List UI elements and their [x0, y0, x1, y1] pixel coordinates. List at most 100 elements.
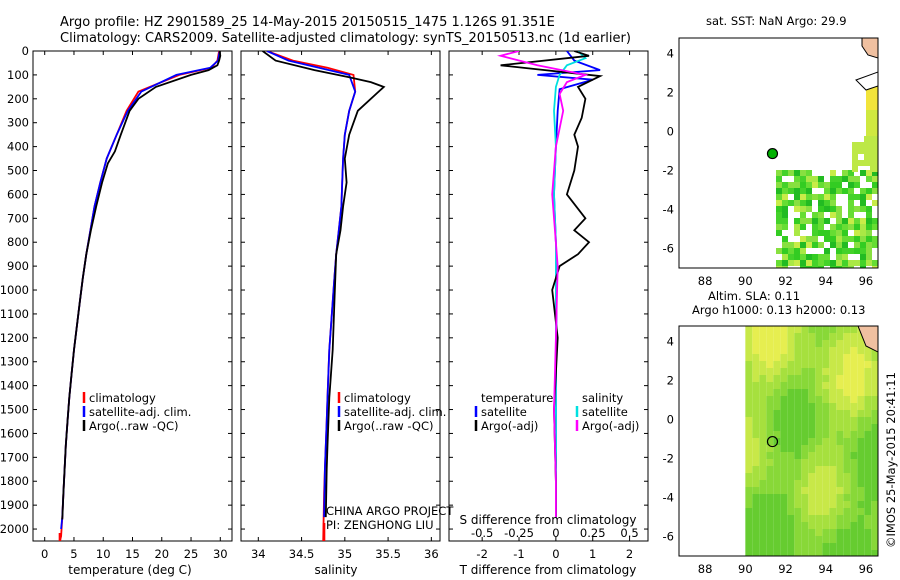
sla-cell [871, 515, 878, 522]
sst-cell [848, 224, 854, 230]
sla-title-2: Argo h1000: 0.13 h2000: 0.13 [692, 303, 865, 317]
sla-cell [766, 431, 774, 438]
sla-cell [822, 431, 830, 438]
x-tick-label: 35 [338, 547, 353, 561]
sst-cell [870, 136, 876, 142]
sla-cell [745, 361, 753, 368]
sla-cell [850, 368, 858, 375]
sst-cell [836, 218, 842, 224]
sst-cell [836, 224, 842, 230]
sst-cell [842, 248, 848, 254]
sla-cell [766, 473, 774, 480]
sla-cell [871, 536, 878, 543]
sla-cell [843, 382, 851, 389]
sla-cell [808, 368, 816, 375]
sla-cell [843, 508, 851, 515]
sla-cell [766, 333, 774, 340]
sla-cell [829, 529, 837, 536]
sla-cell [836, 473, 844, 480]
sla-cell [801, 424, 809, 431]
sst-cell [782, 188, 788, 194]
sla-cell [780, 501, 788, 508]
sla-cell [843, 410, 851, 417]
sst-cell [876, 142, 878, 148]
sla-cell [794, 431, 802, 438]
sla-cell [759, 361, 767, 368]
sla-cell [794, 515, 802, 522]
sla-cell [829, 466, 837, 473]
sst-cell [852, 160, 858, 166]
sla-cell [815, 326, 823, 333]
sla-cell [829, 543, 837, 550]
sla-cell [745, 368, 753, 375]
sla-cell [745, 501, 753, 508]
sla-cell [780, 347, 788, 354]
sst-cell [872, 170, 878, 176]
sst-cell [818, 212, 824, 218]
sla-cell [808, 550, 816, 556]
sla-cell [836, 410, 844, 417]
sst-cell [876, 136, 878, 142]
sla-cell [871, 508, 878, 515]
sst-cell [782, 218, 788, 224]
y-tick-label: 600 [7, 187, 29, 201]
sla-cell [829, 445, 837, 452]
sla-cell [801, 403, 809, 410]
sla-cell [857, 424, 865, 431]
sst-cell [800, 188, 806, 194]
sla-cell [829, 501, 837, 508]
sst-cell [794, 206, 800, 212]
sla-cell [808, 396, 816, 403]
y-tick-label: 1300 [0, 355, 29, 369]
sst-cell [866, 122, 878, 128]
sla-cell [836, 536, 844, 543]
sst-cell [860, 218, 866, 224]
sla-cell [752, 375, 760, 382]
sla-cell [850, 389, 858, 396]
sla-cell [815, 375, 823, 382]
sla-cell [801, 333, 809, 340]
sla-cell [864, 382, 872, 389]
sla-cell [850, 438, 858, 445]
sst-cell [800, 170, 806, 176]
sla-cell [794, 522, 802, 529]
sla-cell [801, 473, 809, 480]
s-diff-tick-label: 0 [552, 526, 559, 540]
sla-cell [815, 368, 823, 375]
sst-cell [818, 200, 824, 206]
sla-cell [808, 473, 816, 480]
sla-cell [836, 522, 844, 529]
sst-cell [866, 260, 872, 266]
sst-cell [852, 154, 858, 160]
difference-lines [497, 51, 604, 518]
sla-map-axes [678, 325, 879, 557]
sla-cell [801, 354, 809, 361]
legend-clim-label: climatology [344, 391, 411, 405]
project-pi: PI: ZENGHONG LIU [326, 518, 434, 532]
sst-cell [788, 254, 794, 260]
sla-cell [766, 354, 774, 361]
sla-cell [843, 438, 851, 445]
sst-cell [824, 206, 830, 212]
sst-cell [806, 254, 812, 260]
sst-cell [776, 194, 782, 200]
sla-cell [815, 438, 823, 445]
sst-cell [872, 176, 878, 182]
sst-cell [860, 266, 866, 268]
sla-cell [815, 445, 823, 452]
sla-cell [829, 452, 837, 459]
sst-cell [860, 236, 866, 242]
sla-cell [815, 529, 823, 536]
sla-cell [766, 438, 774, 445]
sla-cell [864, 501, 872, 508]
sla-cell [843, 501, 851, 508]
x-tick-label: 2 [626, 547, 633, 561]
sst-cell [830, 206, 836, 212]
sla-cell [752, 361, 760, 368]
sst-cell [836, 176, 842, 182]
sst-cell [818, 176, 824, 182]
sla-cell [836, 417, 844, 424]
sla-cell [843, 529, 851, 536]
map-x-tick-label: 88 [698, 562, 713, 576]
sla-cell [843, 480, 851, 487]
